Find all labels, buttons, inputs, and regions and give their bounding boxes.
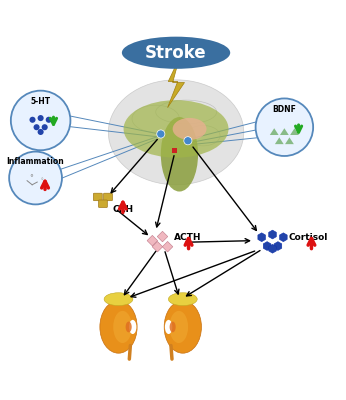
Polygon shape [275,137,284,144]
Polygon shape [258,233,265,242]
Ellipse shape [169,293,197,306]
Polygon shape [269,244,276,253]
Polygon shape [280,128,289,135]
Polygon shape [285,137,294,144]
Ellipse shape [161,117,198,192]
Ellipse shape [122,37,230,69]
Ellipse shape [124,100,228,158]
Text: Stroke: Stroke [145,44,207,62]
Ellipse shape [129,320,136,334]
Circle shape [256,98,313,156]
Circle shape [38,129,44,135]
Bar [152,242,163,252]
Circle shape [11,91,71,150]
Ellipse shape [164,301,201,353]
Polygon shape [280,233,287,242]
Ellipse shape [126,322,132,332]
Polygon shape [269,230,276,239]
Polygon shape [167,58,184,108]
FancyBboxPatch shape [103,193,112,201]
Circle shape [38,115,44,121]
Text: ⚬: ⚬ [29,173,34,179]
Ellipse shape [104,293,133,306]
Circle shape [29,117,36,123]
Ellipse shape [170,311,188,343]
Text: Inflammation: Inflammation [7,157,64,166]
Ellipse shape [113,311,132,343]
Bar [162,242,173,252]
Ellipse shape [100,301,137,353]
Ellipse shape [165,320,172,334]
Text: CRH: CRH [113,205,134,214]
Bar [147,235,158,246]
Ellipse shape [173,118,207,140]
FancyBboxPatch shape [93,193,102,201]
Circle shape [157,130,165,138]
Ellipse shape [170,322,176,332]
FancyBboxPatch shape [99,200,107,208]
Text: BDNF: BDNF [272,105,296,114]
Circle shape [34,124,39,130]
Circle shape [184,137,192,145]
Polygon shape [263,242,271,250]
Circle shape [9,152,62,204]
Bar [172,148,177,153]
Polygon shape [290,128,299,135]
Circle shape [42,124,48,130]
Ellipse shape [108,80,244,185]
Text: 5-HT: 5-HT [30,98,51,106]
Text: Cortisol: Cortisol [289,234,328,242]
Bar [157,231,168,242]
Polygon shape [270,128,279,135]
Polygon shape [274,242,282,250]
Circle shape [46,117,52,123]
Text: ACTH: ACTH [174,234,201,242]
Text: ⚬: ⚬ [39,177,44,182]
